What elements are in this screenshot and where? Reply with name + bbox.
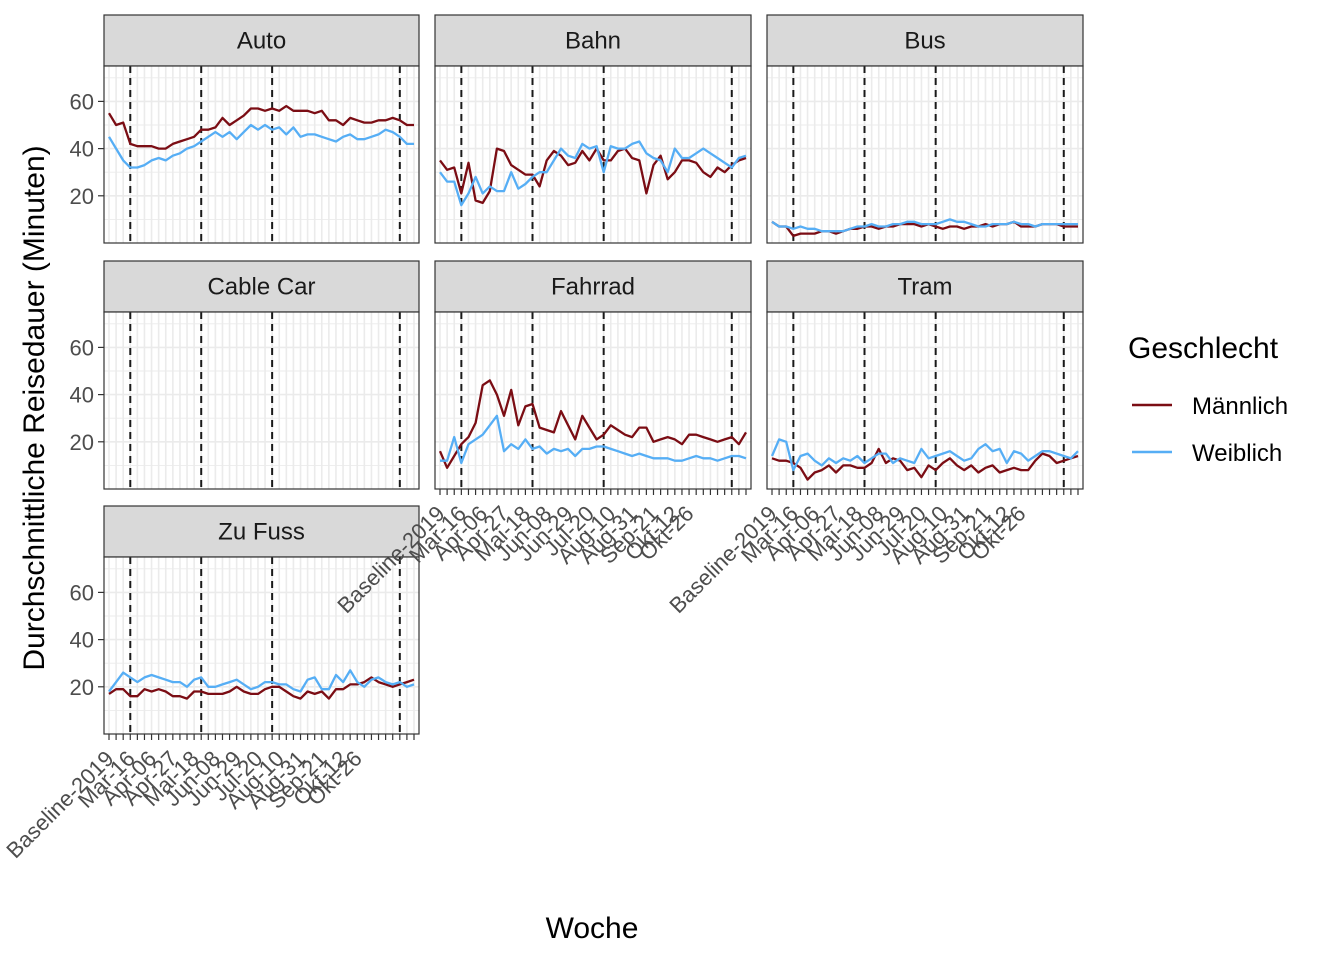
panel-border-fahrrad — [434, 311, 752, 490]
strip-label-bus: Bus — [904, 28, 945, 55]
strip-label-cable-car: Cable Car — [207, 274, 315, 301]
plot-area-bus — [767, 66, 1083, 243]
panel-border-bus — [766, 65, 1084, 244]
panel-fahrrad: Fahrrad — [434, 260, 752, 490]
plot-area-cable-car — [104, 312, 419, 489]
series-line-maennlich-bahn — [439, 147, 747, 205]
plot-area-zu-fuss — [104, 557, 419, 734]
y-axes-layer: 20 40 60 20 40 60 20 40 60 — [70, 89, 104, 700]
y-tick-label: 20 — [70, 675, 94, 700]
series-line-weiblich-zu-fuss — [108, 669, 415, 693]
strip-cable-car — [103, 260, 420, 313]
strip-zu-fuss — [103, 505, 420, 558]
legend-label-maennlich: Männlich — [1192, 393, 1288, 420]
panel-cable-car: Cable Car — [103, 260, 420, 490]
y-axis-title: Durchschnittliche Reisedauer (Minuten) — [18, 145, 51, 670]
strip-label-auto: Auto — [237, 28, 286, 55]
panel-tram: Tram — [766, 260, 1084, 490]
legend-title: Geschlecht — [1128, 332, 1279, 365]
strip-auto — [103, 14, 420, 67]
grid-fahrrad — [435, 312, 751, 489]
series-line-weiblich-tram — [770, 438, 1079, 472]
panel-bahn: Bahn — [434, 14, 752, 244]
legend: Geschlecht Männlich Weiblich — [1128, 332, 1288, 467]
grid-bahn — [435, 66, 751, 243]
series-line-weiblich-bahn — [439, 140, 747, 207]
panel-bus: Bus — [766, 14, 1084, 244]
series-line-maennlich-zu-fuss — [108, 676, 415, 700]
y-tick-label: 40 — [70, 383, 94, 408]
y-tick-label: 60 — [70, 89, 94, 114]
legend-label-weiblich: Weiblich — [1192, 440, 1282, 467]
y-tick-label: 60 — [70, 580, 94, 605]
x-tick-label: Baseline-2019 — [1, 746, 118, 863]
strip-fahrrad — [434, 260, 752, 313]
panel-border-zu-fuss — [103, 556, 420, 735]
strip-label-bahn: Bahn — [565, 28, 621, 55]
strip-label-tram: Tram — [897, 274, 952, 301]
strip-bahn — [434, 14, 752, 67]
x-axis-title: Woche — [546, 912, 639, 945]
series-line-maennlich-auto — [108, 104, 414, 150]
y-tick-label: 40 — [70, 628, 94, 653]
y-tick-label: 60 — [70, 335, 94, 360]
series-line-weiblich-bus — [771, 218, 1078, 233]
series-line-maennlich-fahrrad — [438, 379, 747, 469]
series-line-weiblich-fahrrad — [440, 414, 747, 465]
panel-border-bahn — [434, 65, 752, 244]
panel-zu-fuss: Zu Fuss — [103, 505, 420, 735]
x-axes-layer: Baseline-2019Mar-16Apr-06Apr-27Mai-18Jun… — [1, 489, 1079, 863]
strip-bus — [766, 14, 1084, 67]
y-tick-label: 20 — [70, 430, 94, 455]
y-tick-label: 40 — [70, 137, 94, 162]
panel-auto: Auto — [103, 14, 420, 244]
panels-layer: Auto Bahn Bus Cable Car Fahrrad Tram Zu Fuss — [103, 14, 1084, 735]
plot-area-auto — [104, 66, 419, 243]
panel-border-tram — [766, 311, 1084, 490]
series-line-maennlich-tram — [771, 447, 1079, 481]
plot-area-fahrrad — [435, 312, 751, 489]
strip-label-zu-fuss: Zu Fuss — [218, 519, 305, 546]
y-tick-label: 20 — [70, 184, 94, 209]
series-line-weiblich-auto — [108, 123, 414, 169]
panel-border-cable-car — [103, 311, 420, 490]
strip-label-fahrrad: Fahrrad — [551, 274, 635, 301]
panel-border-auto — [103, 65, 420, 244]
